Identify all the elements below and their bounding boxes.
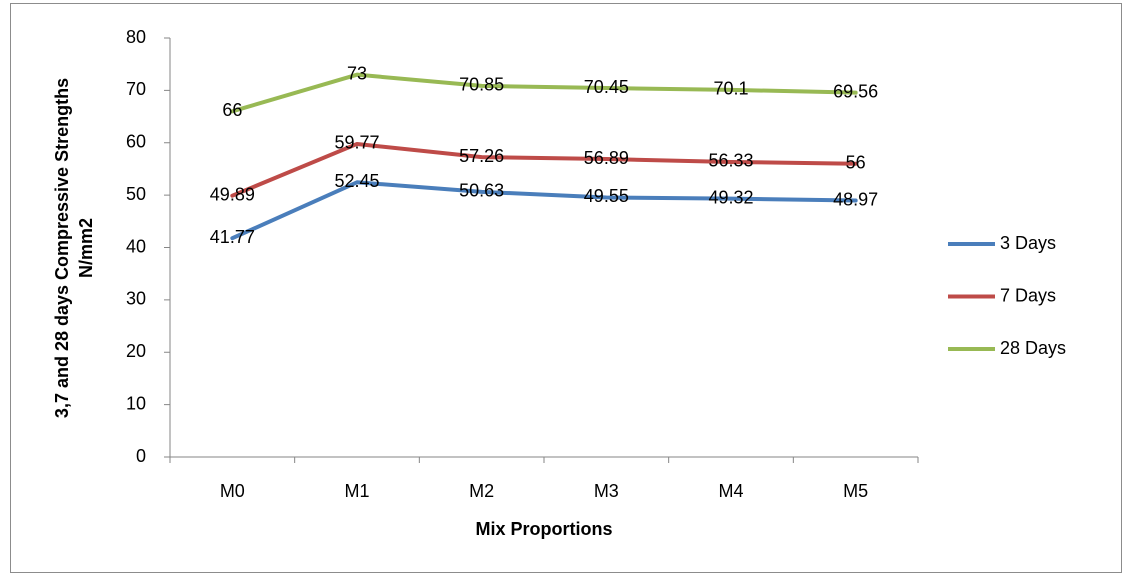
chart-border [10,3,1122,573]
x-tick-label: M1 [344,481,369,501]
data-label: 41.77 [210,227,255,247]
y-tick-label: 10 [126,393,146,413]
legend-label: 3 Days [1000,233,1056,253]
series-line [230,180,858,241]
data-label: 56.33 [708,151,753,171]
y-axis-title-line: N/mm2 [76,218,96,278]
data-label: 57.26 [459,146,504,166]
data-label: 73 [347,63,367,83]
data-label: 70.1 [713,79,748,99]
y-tick-label: 50 [126,184,146,204]
data-label: 49.55 [584,186,629,206]
data-label: 69.56 [833,81,878,101]
y-tick-label: 30 [126,289,146,309]
y-axis-title-line: 3,7 and 28 days Compressive Strengths [52,78,72,418]
data-label: 66 [222,100,242,120]
data-label: 70.45 [584,77,629,97]
x-tick-label: M3 [594,481,619,501]
x-tick-label: M4 [718,481,743,501]
data-label: 70.85 [459,75,504,95]
data-label: 49.32 [708,187,753,207]
data-label: 50.63 [459,181,504,201]
data-label: 49.89 [210,184,255,204]
y-tick-label: 20 [126,341,146,361]
data-label: 59.77 [334,133,379,153]
data-label: 48.97 [833,189,878,209]
legend-label: 28 Days [1000,338,1066,358]
y-tick-label: 80 [126,27,146,47]
y-tick-label: 40 [126,236,146,256]
legend-label: 7 Days [1000,285,1056,305]
y-tick-label: 70 [126,79,146,99]
y-tick-label: 0 [136,446,146,466]
x-tick-label: M0 [220,481,245,501]
y-tick-label: 60 [126,132,146,152]
data-label: 56.89 [584,148,629,168]
series-line [230,72,858,114]
x-tick-label: M2 [469,481,494,501]
data-label: 56 [846,152,866,172]
x-axis-title: Mix Proportions [475,519,612,539]
y-axis-title: 3,7 and 28 days Compressive Strengths N/… [52,78,96,418]
data-label: 52.45 [334,171,379,191]
series-line [230,141,858,198]
x-tick-label: M5 [843,481,868,501]
